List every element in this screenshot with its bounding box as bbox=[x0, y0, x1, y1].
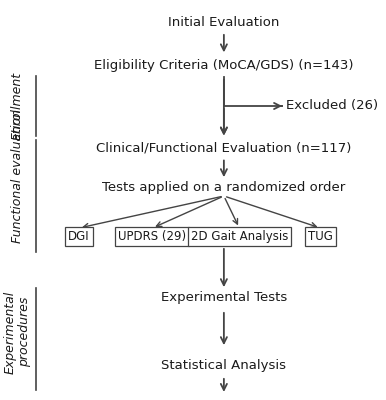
Text: Statistical Analysis: Statistical Analysis bbox=[161, 360, 286, 372]
Text: Functional evaluation: Functional evaluation bbox=[11, 109, 24, 243]
Text: Initial Evaluation: Initial Evaluation bbox=[168, 16, 279, 28]
Text: DGI: DGI bbox=[68, 230, 90, 243]
Text: Experimental Tests: Experimental Tests bbox=[161, 292, 287, 304]
Text: 2D Gait Analysis: 2D Gait Analysis bbox=[191, 230, 288, 243]
Text: Experimental
procedures: Experimental procedures bbox=[3, 290, 31, 374]
Text: TUG: TUG bbox=[308, 230, 333, 243]
Text: Enrollment: Enrollment bbox=[11, 72, 24, 140]
Text: Excluded (26): Excluded (26) bbox=[286, 100, 378, 112]
Text: UPDRS (29): UPDRS (29) bbox=[119, 230, 186, 243]
Text: Tests applied on a randomized order: Tests applied on a randomized order bbox=[102, 182, 345, 194]
Text: Clinical/Functional Evaluation (n=117): Clinical/Functional Evaluation (n=117) bbox=[96, 142, 352, 154]
Text: Eligibility Criteria (MoCA/GDS) (n=143): Eligibility Criteria (MoCA/GDS) (n=143) bbox=[94, 60, 354, 72]
